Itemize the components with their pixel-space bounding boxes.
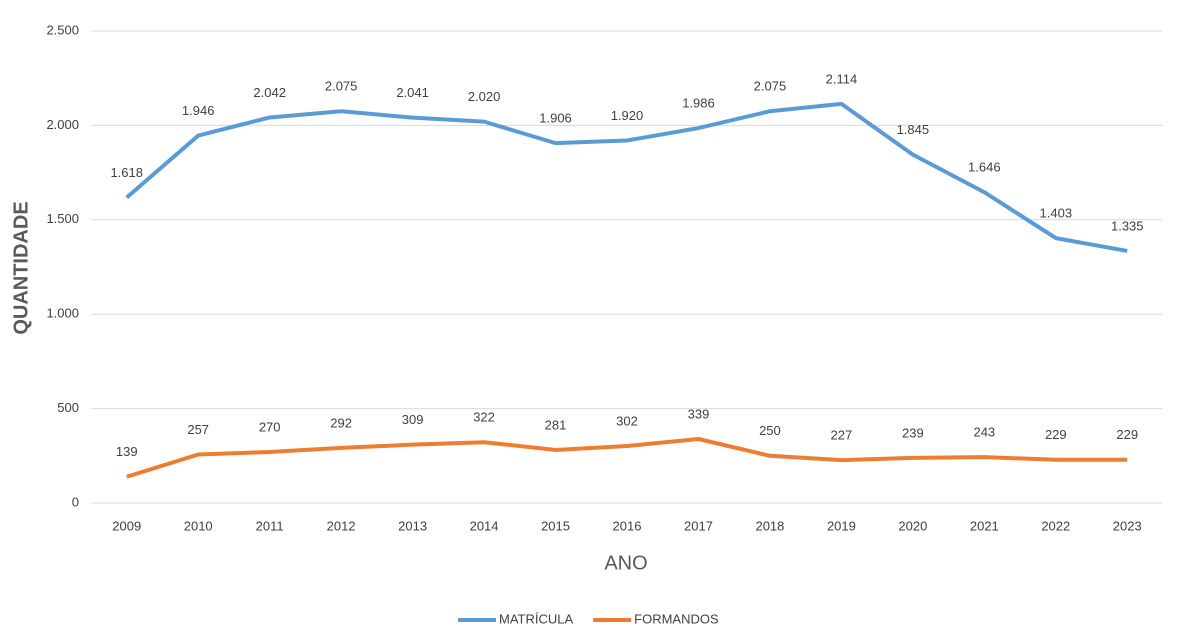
data-label: 322 [473, 410, 495, 425]
data-label: 339 [688, 406, 710, 421]
y-tick-label: 0 [72, 494, 79, 509]
x-tick-label: 2010 [184, 518, 213, 533]
data-label: 227 [831, 428, 853, 443]
y-axis-title: QUANTIDADE [10, 201, 32, 334]
data-label: 2.020 [468, 89, 501, 104]
data-label: 229 [1116, 427, 1138, 442]
legend-label: FORMANDOS [634, 611, 719, 626]
data-label: 1.403 [1040, 206, 1073, 221]
data-label: 229 [1045, 427, 1067, 442]
data-label: 1.618 [110, 165, 143, 180]
data-label: 2.041 [396, 85, 429, 100]
data-label: 257 [187, 422, 209, 437]
y-tick-label: 2.500 [46, 22, 79, 37]
x-tick-label: 2012 [327, 518, 356, 533]
data-label: 309 [402, 412, 424, 427]
y-tick-label: 1.500 [46, 211, 79, 226]
series-line [125, 101, 1128, 253]
y-tick-label: 500 [57, 400, 79, 415]
x-tick-label: 2016 [613, 518, 642, 533]
y-tick-label: 2.000 [46, 117, 79, 132]
x-tick-label: 2009 [112, 518, 141, 533]
data-label: 250 [759, 423, 781, 438]
data-label: 1.986 [682, 95, 715, 110]
data-label: 243 [973, 425, 995, 440]
x-axis-title: ANO [604, 552, 647, 574]
y-tick-label: 1.000 [46, 306, 79, 321]
data-label: 2.042 [253, 85, 286, 100]
x-tick-label: 2017 [684, 518, 713, 533]
x-tick-label: 2018 [755, 518, 784, 533]
x-tick-label: 2021 [970, 518, 999, 533]
data-label: 1.845 [897, 122, 930, 137]
data-label: 1.335 [1111, 218, 1144, 233]
data-label: 239 [902, 425, 924, 440]
data-label: 270 [259, 419, 281, 434]
x-tick-label: 2015 [541, 518, 570, 533]
series-line [126, 436, 1128, 479]
data-label: 2.075 [754, 79, 787, 94]
x-tick-label: 2020 [898, 518, 927, 533]
x-tick-label: 2014 [470, 518, 499, 533]
data-label: 281 [545, 417, 567, 432]
x-tick-label: 2011 [256, 518, 284, 533]
data-label: 139 [116, 444, 138, 459]
x-tick-label: 2013 [398, 518, 427, 533]
data-label: 1.946 [182, 103, 215, 118]
x-tick-label: 2022 [1041, 518, 1070, 533]
data-label: 2.075 [325, 79, 358, 94]
x-tick-label: 2023 [1113, 518, 1142, 533]
data-label: 2.114 [826, 71, 858, 86]
data-label: 292 [330, 415, 352, 430]
legend-label: MATRÍCULA [499, 611, 573, 626]
data-label: 1.646 [968, 160, 1001, 175]
x-tick-label: 2019 [827, 518, 856, 533]
data-label: 1.906 [539, 111, 572, 126]
data-label: 1.920 [611, 108, 644, 123]
data-label: 302 [616, 413, 638, 428]
